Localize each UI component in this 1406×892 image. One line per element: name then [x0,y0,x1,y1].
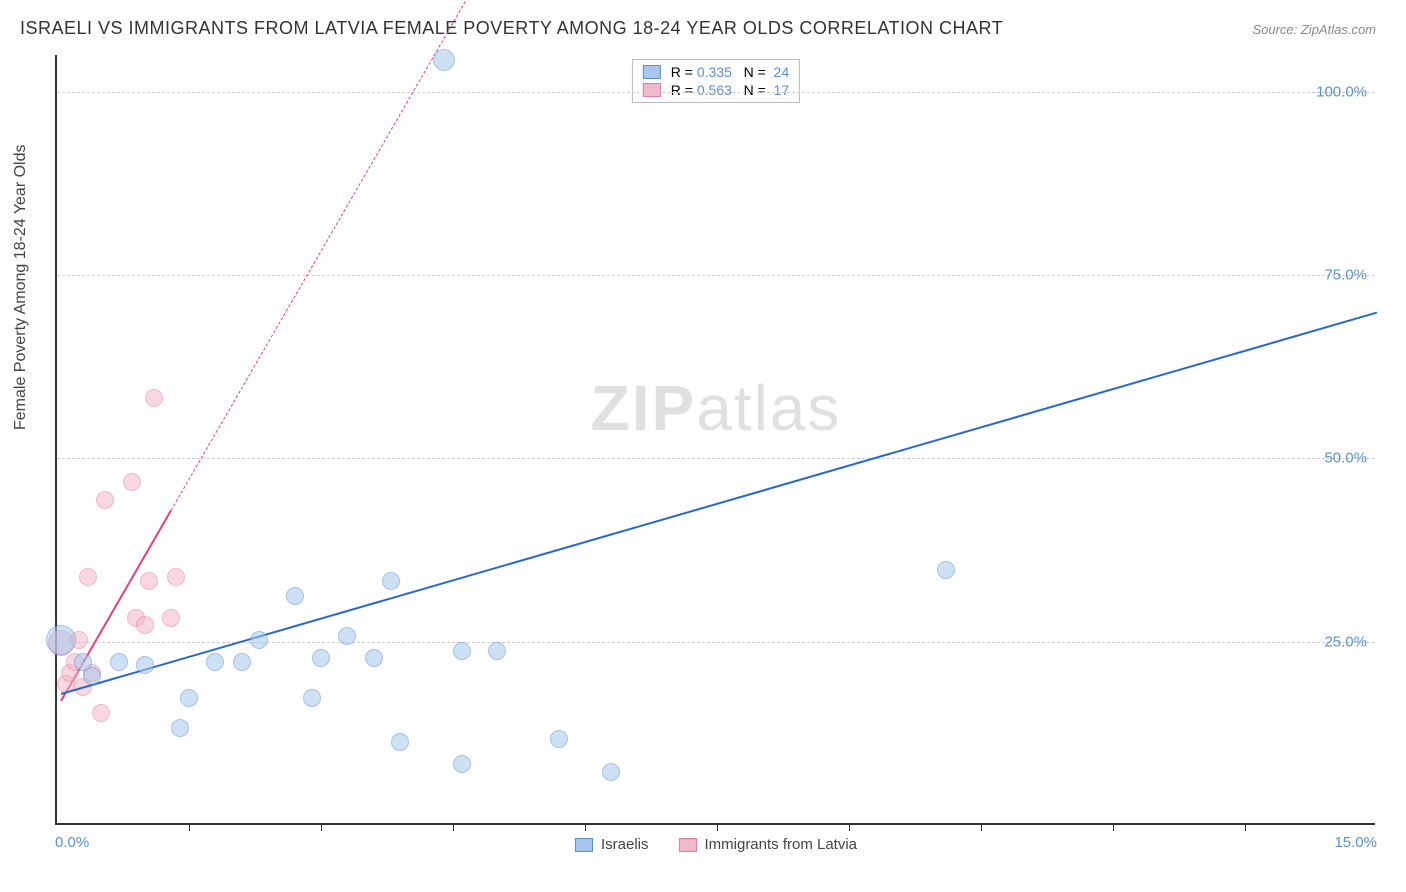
watermark: ZIPatlas [591,371,842,445]
chart-container: ISRAELI VS IMMIGRANTS FROM LATVIA FEMALE… [0,0,1406,892]
data-point [303,689,321,707]
data-point [365,649,383,667]
x-tick [1113,823,1114,831]
data-point [391,733,409,751]
data-point [123,473,141,491]
x-tick [321,823,322,831]
x-tick [189,823,190,831]
legend-swatch [643,65,661,79]
data-point [96,491,114,509]
data-point [312,649,330,667]
gridline [57,458,1375,459]
x-tick [453,823,454,831]
x-tick [849,823,850,831]
legend-text: R = 0.563 N = 17 [667,82,789,98]
data-point [250,631,268,649]
chart-title: ISRAELI VS IMMIGRANTS FROM LATVIA FEMALE… [20,18,1003,39]
data-point [83,667,101,685]
legend-row: R = 0.335 N = 24 [643,63,789,81]
legend-label: Israelis [601,836,649,853]
data-point [171,719,189,737]
y-tick-label: 50.0% [1324,450,1367,467]
x-tick-label: 0.0% [55,834,89,851]
data-point [110,653,128,671]
chart-source: Source: ZipAtlas.com [1252,22,1376,37]
gridline [57,92,1375,93]
data-point [79,568,97,586]
x-tick [585,823,586,831]
trend-line [171,0,524,510]
data-point [286,587,304,605]
data-point [602,763,620,781]
x-tick [717,823,718,831]
correlation-legend: R = 0.335 N = 24 R = 0.563 N = 17 [632,59,800,103]
data-point [136,656,154,674]
legend-label: Immigrants from Latvia [704,836,857,853]
legend-item: Immigrants from Latvia [678,836,857,853]
gridline [57,275,1375,276]
data-point [453,755,471,773]
y-tick-label: 100.0% [1316,83,1367,100]
data-point [145,389,163,407]
series-legend: Israelis Immigrants from Latvia [575,836,857,853]
x-tick-label: 15.0% [1334,834,1377,851]
y-tick-label: 75.0% [1324,267,1367,284]
y-axis-label: Female Poverty Among 18-24 Year Olds [12,145,30,431]
x-tick [981,823,982,831]
legend-text: R = 0.335 N = 24 [667,64,789,80]
data-point [382,572,400,590]
data-point [233,653,251,671]
data-point [206,653,224,671]
plot-area: ZIPatlas R = 0.335 N = 24 R = 0.563 N = … [55,55,1375,825]
data-point [136,616,154,634]
data-point [433,49,455,71]
legend-row: R = 0.563 N = 17 [643,81,789,99]
legend-swatch [678,838,696,852]
data-point [180,689,198,707]
y-tick-label: 25.0% [1324,633,1367,650]
data-point [338,627,356,645]
data-point [140,572,158,590]
legend-swatch [575,838,593,852]
data-point [92,704,110,722]
data-point [167,568,185,586]
data-point [46,625,76,655]
data-point [453,642,471,660]
data-point [550,730,568,748]
legend-item: Israelis [575,836,649,853]
data-point [488,642,506,660]
data-point [162,609,180,627]
x-tick [1245,823,1246,831]
legend-swatch [643,83,661,97]
data-point [937,561,955,579]
